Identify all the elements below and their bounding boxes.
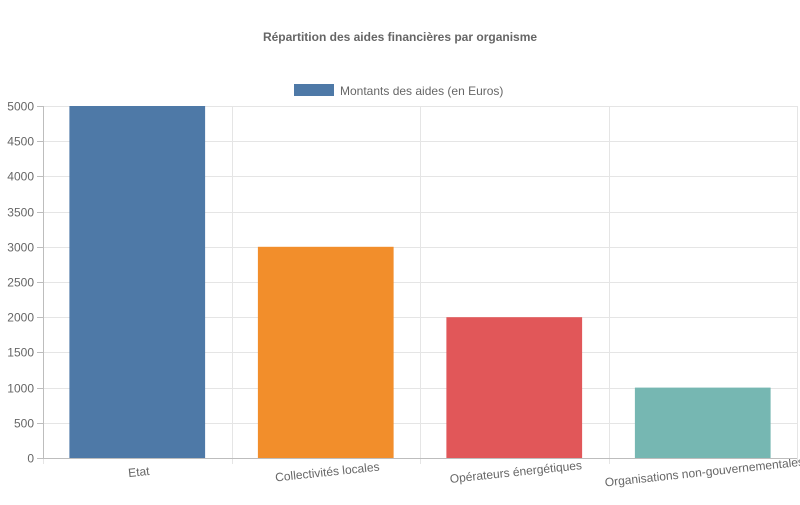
y-tick-label: 0 <box>27 452 34 466</box>
x-tick-label: Collectivités locales <box>275 460 381 485</box>
y-tick-label: 3500 <box>7 206 34 220</box>
y-tick-label: 4500 <box>7 135 34 149</box>
legend[interactable]: Montants des aides (en Euros) <box>294 84 503 98</box>
y-tick-label: 1500 <box>7 346 34 360</box>
y-tick-label: 500 <box>14 417 34 431</box>
bar[interactable] <box>634 387 771 458</box>
chart-title: Répartition des aides financières par or… <box>263 30 537 44</box>
bar[interactable] <box>69 106 206 458</box>
x-tick-label: Organisations non-gouvernementales <box>604 455 800 490</box>
y-tick-label: 4000 <box>7 170 34 184</box>
x-tick-label: Etat <box>127 464 150 480</box>
y-tick-label: 5000 <box>7 100 34 114</box>
y-tick-label: 3000 <box>7 241 34 255</box>
legend-swatch[interactable] <box>294 84 334 96</box>
axes <box>43 106 797 459</box>
y-axis-ticks: 0 500 1000 1500 2000 2500 3000 3500 4000 4500 5000 <box>7 100 43 466</box>
legend-label[interactable]: Montants des aides (en Euros) <box>340 84 503 98</box>
y-tick-label: 2500 <box>7 276 34 290</box>
x-axis-ticks: Etat Collectivités locales Opérateurs éner… <box>127 455 800 490</box>
bars <box>69 106 771 458</box>
bar[interactable] <box>257 246 394 458</box>
y-tick-label: 2000 <box>7 311 34 325</box>
x-tick-label: Opérateurs énergétiques <box>449 458 582 486</box>
bar[interactable] <box>446 317 583 458</box>
y-tick-label: 1000 <box>7 382 34 396</box>
